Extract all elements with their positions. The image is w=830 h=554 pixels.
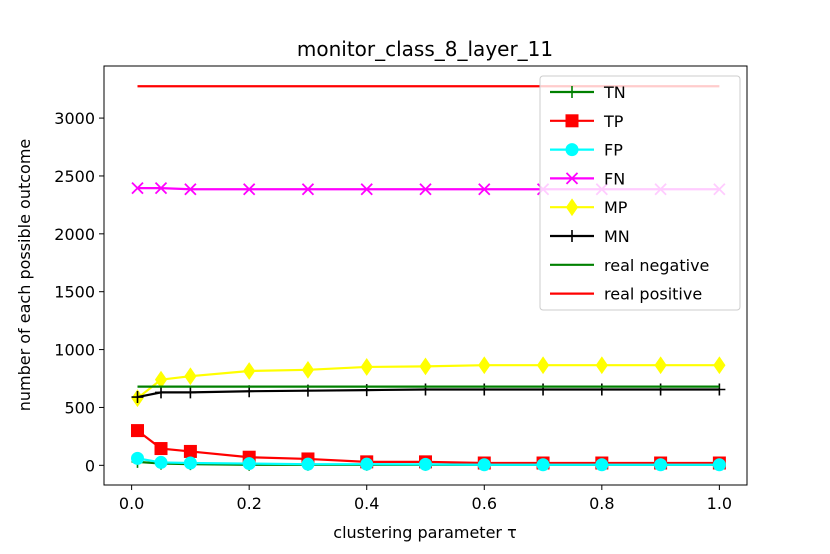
data-point-mn — [654, 383, 667, 396]
legend-label: FP — [604, 141, 623, 160]
x-tick-label: 0.2 — [236, 494, 261, 513]
x-tick-label: 1.0 — [707, 494, 732, 513]
data-point-fn — [360, 183, 373, 196]
data-point-mp — [536, 356, 550, 375]
legend-item-tp: TP — [550, 112, 624, 131]
axes-frame — [103, 65, 748, 486]
legend-marker — [565, 114, 579, 128]
data-point-mp — [713, 356, 726, 375]
data-point-mn — [184, 386, 197, 399]
x-tick-label: 0.0 — [119, 494, 144, 513]
legend-label: MN — [604, 227, 630, 246]
data-point-tp — [154, 442, 168, 456]
data-point-fp — [536, 458, 550, 472]
legend-item-mp: MP — [550, 198, 628, 217]
x-axis: 0.0 0.2 0.4 0.6 0.8 1.0 — [119, 485, 732, 513]
data-point-mn — [478, 383, 491, 396]
legend-item-fn: FN — [550, 169, 625, 188]
data-point-mp — [654, 356, 667, 375]
series-mp — [131, 356, 726, 408]
legend-item-mn: MN — [550, 227, 630, 246]
series-fp — [131, 451, 726, 472]
legend-marker — [565, 172, 579, 185]
legend-item-tn: TN — [550, 83, 626, 102]
series-line-mn — [137, 388, 720, 399]
data-point-fp — [654, 458, 668, 472]
legend-label: TN — [603, 83, 626, 102]
legend-marker — [565, 143, 579, 157]
x-tick-label: 0.4 — [354, 494, 379, 513]
x-tick-label: 0.6 — [472, 494, 497, 513]
data-point-mn — [155, 386, 168, 399]
data-point-mp — [301, 360, 315, 379]
y-tick-label: 0 — [85, 456, 95, 475]
legend-item-fp: FP — [550, 141, 623, 160]
data-point-fn — [184, 183, 197, 196]
x-axis-label: clustering parameter τ — [333, 523, 516, 542]
x-tick-label: 0.8 — [589, 494, 614, 513]
data-point-fp — [419, 457, 432, 471]
data-point-fp — [183, 456, 197, 470]
y-tick-label: 3000 — [54, 109, 95, 128]
y-tick-label: 500 — [64, 398, 95, 417]
y-tick-label: 2000 — [54, 225, 95, 244]
legend-marker — [566, 86, 578, 98]
data-point-fn — [419, 183, 432, 196]
data-point-fp — [301, 457, 315, 471]
data-point-fp — [712, 458, 726, 472]
legend-frame — [539, 75, 741, 311]
data-point-mp — [154, 370, 168, 389]
data-point-fn — [301, 183, 315, 196]
legend-marker — [565, 198, 579, 217]
data-point-mn — [595, 383, 608, 396]
data-point-mp — [184, 367, 197, 386]
data-point-fn — [131, 181, 144, 195]
legend-label: TP — [603, 112, 624, 131]
y-tick-label: 2500 — [54, 167, 95, 186]
y-axis-label: number of each possible outcome — [15, 139, 34, 412]
legend-marker — [566, 230, 578, 242]
data-point-fp — [242, 457, 256, 471]
data-point-mn — [713, 383, 726, 396]
data-point-fp — [477, 458, 491, 472]
legend-label: real negative — [604, 256, 709, 275]
legend-item-real-negative: real negative — [550, 256, 709, 275]
data-point-fp — [154, 455, 168, 469]
data-point-mp — [360, 358, 373, 376]
chart-title: monitor_class_8_layer_11 — [297, 37, 553, 61]
data-point-mp — [419, 357, 432, 376]
data-point-mp — [478, 356, 491, 375]
legend-item-real-positive: real positive — [550, 285, 702, 304]
data-point-fp — [595, 458, 609, 472]
y-tick-label: 1000 — [54, 341, 95, 360]
legend-label: MP — [604, 198, 628, 217]
legend-label: real positive — [604, 285, 702, 304]
legend-label: FN — [604, 169, 625, 188]
data-point-mp — [243, 362, 256, 380]
data-point-fn — [154, 181, 168, 195]
data-point-mn — [419, 383, 432, 396]
data-point-mn — [537, 383, 550, 396]
legend: TN TP FP FN MP MN real negative real positive — [539, 75, 741, 311]
data-point-mn — [131, 391, 144, 404]
data-point-fn — [243, 183, 256, 196]
data-point-fp — [360, 457, 374, 471]
y-axis: 0 500 1000 1500 2000 2500 3000 — [54, 109, 104, 475]
data-point-fp — [131, 451, 145, 465]
data-point-tp — [131, 424, 145, 438]
y-tick-label: 1500 — [54, 283, 95, 302]
data-point-mp — [595, 356, 608, 375]
data-point-tp — [183, 444, 197, 458]
data-point-fn — [478, 183, 491, 196]
